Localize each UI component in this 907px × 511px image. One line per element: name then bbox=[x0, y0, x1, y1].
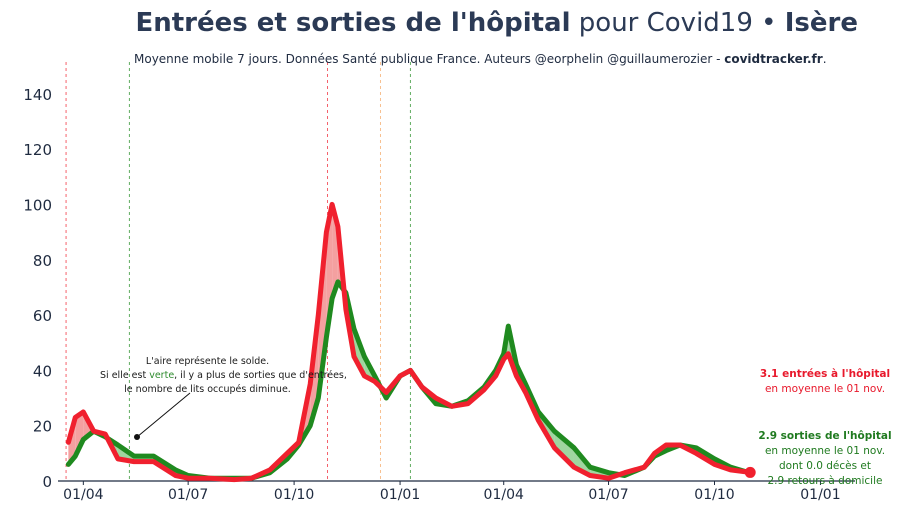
x-tick-6: 01/10 bbox=[694, 487, 734, 503]
note-line2: Si elle est verte, il y a plus de sortie… bbox=[100, 370, 347, 381]
note-line3: le nombre de lits occupés diminue. bbox=[124, 384, 291, 395]
last-point-marker bbox=[744, 466, 756, 478]
note-pointer bbox=[136, 392, 191, 438]
y-tick-40: 40 bbox=[33, 362, 52, 380]
exits-line2: en moyenne le 01 nov. bbox=[764, 445, 886, 457]
subtitle-end: . bbox=[822, 52, 827, 66]
y-tick-120: 120 bbox=[23, 141, 52, 159]
y-tick-100: 100 bbox=[23, 196, 52, 214]
balance-area-39 bbox=[554, 431, 574, 468]
title-region: Isère bbox=[784, 8, 858, 38]
note-pointer-dot bbox=[134, 434, 140, 440]
entries-label: 3.1 entrées à l'hôpital bbox=[759, 368, 891, 380]
title-bold: Entrées et sorties de l'hôpital bbox=[135, 8, 571, 38]
x-tick-0: 01/04 bbox=[63, 487, 103, 503]
balance-area-1 bbox=[75, 411, 84, 457]
note-line1: L'aire représente le solde. bbox=[145, 356, 270, 367]
x-tick-2: 01/10 bbox=[274, 487, 314, 503]
chart-title: Entrées et sorties de l'hôpital pour Cov… bbox=[0, 8, 858, 38]
y-tick-20: 20 bbox=[33, 418, 52, 436]
y-tick-80: 80 bbox=[33, 252, 52, 270]
exits-annotation: 2.9 sorties de l'hôpital en moyenne le 0… bbox=[755, 429, 895, 489]
x-tick-7: 01/01 bbox=[800, 487, 840, 503]
exits-line4: 2.9 retours à domicile bbox=[767, 475, 883, 487]
area-note: L'aire représente le solde. Si elle est … bbox=[100, 355, 347, 397]
subtitle-site: covidtracker.fr bbox=[724, 52, 823, 66]
x-tick-5: 01/07 bbox=[588, 487, 628, 503]
y-tick-0: 0 bbox=[42, 473, 52, 491]
chart-subtitle: Moyenne mobile 7 jours. Données Santé pu… bbox=[134, 52, 827, 66]
series-line-entrees bbox=[65, 201, 753, 483]
y-tick-60: 60 bbox=[33, 307, 52, 325]
entries-annotation: 3.1 entrées à l'hôpital en moyenne le 01… bbox=[755, 367, 895, 397]
entries-sub: en moyenne le 01 nov. bbox=[764, 383, 886, 395]
exits-label: 2.9 sorties de l'hôpital bbox=[758, 430, 892, 442]
title-light: pour Covid19 • bbox=[570, 8, 785, 38]
subtitle-text: Moyenne mobile 7 jours. Données Santé pu… bbox=[134, 52, 725, 66]
exits-line3: dont 0.0 décès et bbox=[779, 460, 871, 472]
x-tick-3: 01/01 bbox=[380, 487, 420, 503]
y-tick-140: 140 bbox=[23, 86, 52, 104]
x-tick-1: 01/07 bbox=[168, 487, 208, 503]
x-tick-4: 01/04 bbox=[484, 487, 524, 503]
